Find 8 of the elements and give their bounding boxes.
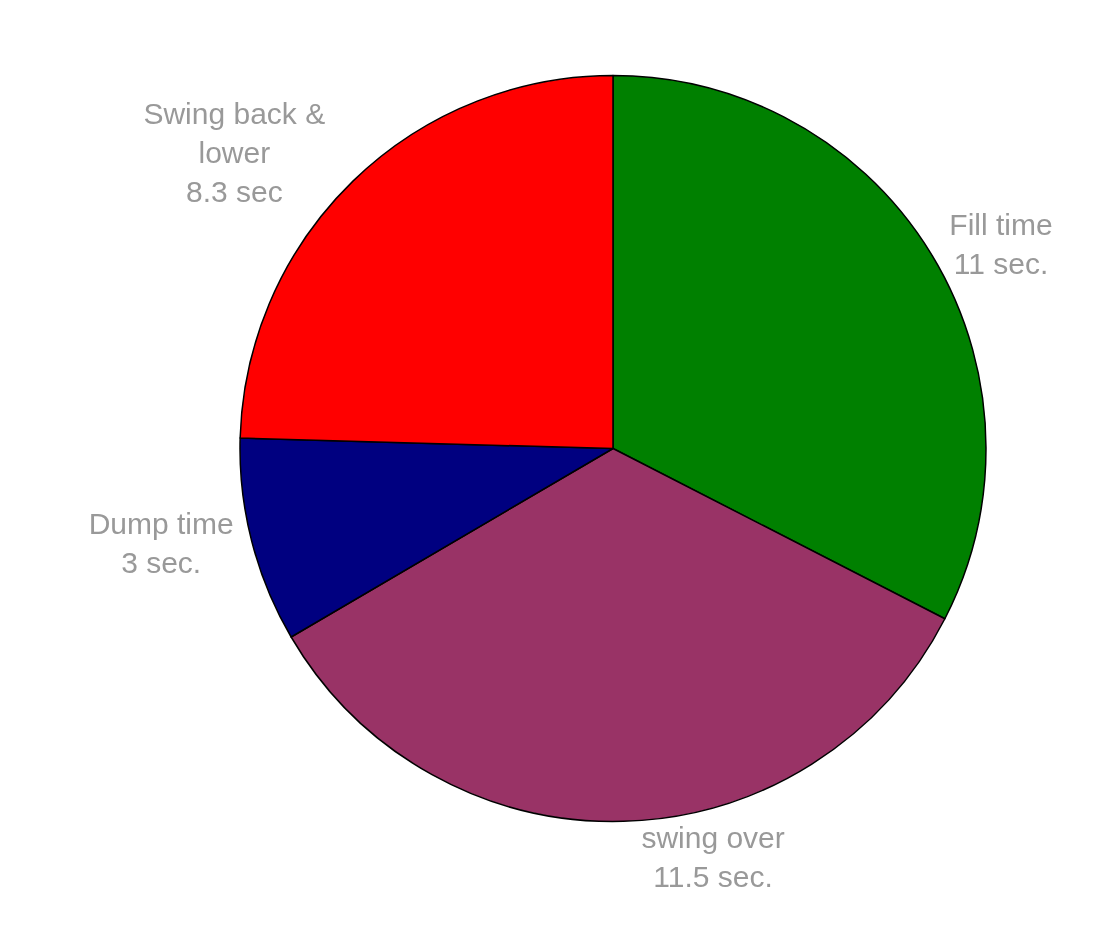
data-label: 11.5 sec.	[653, 860, 773, 894]
slice-label: swing over	[641, 821, 785, 855]
slice-label: Fill time	[949, 208, 1053, 242]
slice-label: Swing back & lower	[143, 97, 326, 170]
slice-label: Dump time	[88, 507, 234, 541]
data-label: 11 sec.	[953, 247, 1049, 281]
data-label: 3 sec.	[121, 546, 202, 580]
data-label: 8.3 sec	[185, 175, 283, 209]
